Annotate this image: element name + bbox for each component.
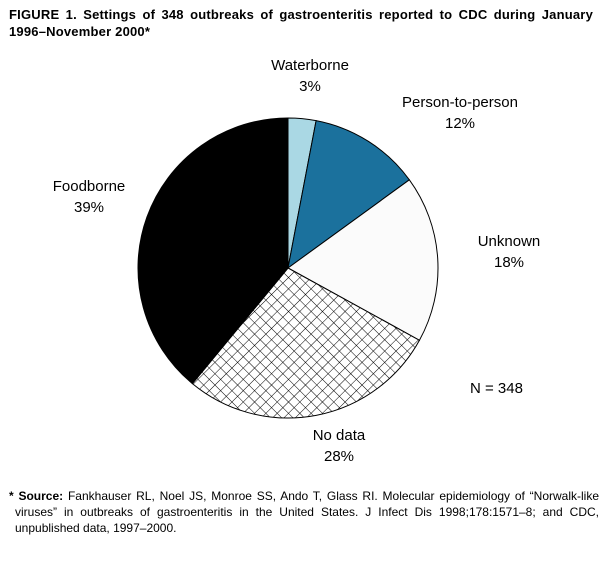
footnote: * Source: Fankhauser RL, Noel JS, Monroe… [9,489,599,536]
slice-label-no-data-name: No data [312,427,366,444]
slice-label-foodborne: Foodborne 39% [19,176,159,218]
slice-label-foodborne-name: Foodborne [52,178,126,195]
slice-label-person-to-person-pct: 12% [444,115,476,132]
slice-label-foodborne-pct: 39% [73,199,105,216]
slice-label-no-data-pct: 28% [323,448,355,465]
pie-slice-unknown [287,179,439,341]
footnote-text: Fankhauser RL, Noel JS, Monroe SS, Ando … [15,489,600,535]
pie-slice-no-data [191,267,421,419]
n-total-label: N = 348 [470,380,523,397]
slice-label-unknown-pct: 18% [493,254,525,271]
slice-label-waterborne: Waterborne 3% [235,55,385,97]
figure-title: FIGURE 1. Settings of 348 outbreaks of g… [9,7,593,39]
slice-label-unknown-name: Unknown [477,233,541,250]
pie-slice-foodborne [137,117,289,385]
pie-slice-person-to-person [287,120,411,270]
slice-label-waterborne-name: Waterborne [271,57,349,74]
slice-label-person-to-person: Person-to-person 12% [374,92,546,134]
slice-label-unknown: Unknown 18% [449,231,569,273]
slice-label-person-to-person-name: Person-to-person [402,94,518,111]
slice-label-waterborne-pct: 3% [299,78,321,95]
footnote-source-label: * Source: [9,489,64,503]
slice-label-no-data: No data 28% [269,425,409,467]
